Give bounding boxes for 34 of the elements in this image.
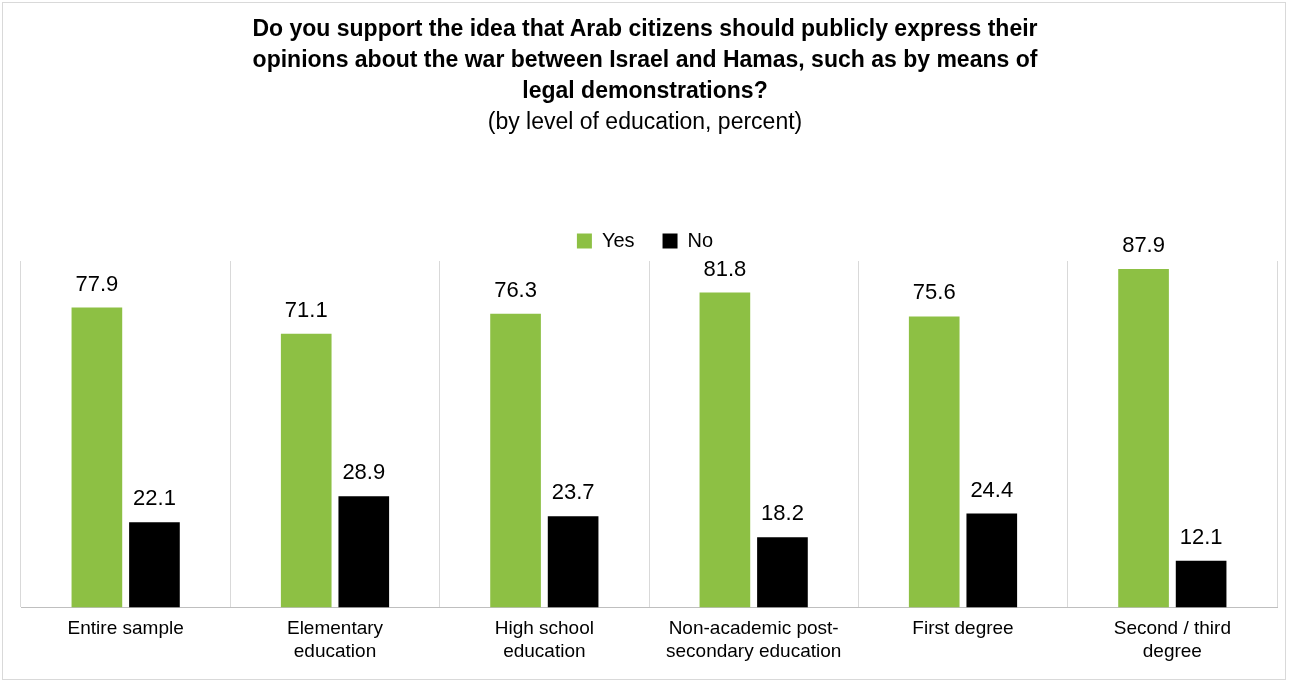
x-tick-label: High school education <box>494 617 594 661</box>
bar <box>338 496 390 608</box>
bar <box>1175 560 1227 608</box>
bar <box>966 513 1018 608</box>
data-label: 12.1 <box>1179 523 1223 549</box>
legend-label: Yes <box>601 228 635 251</box>
bar <box>757 537 808 608</box>
data-label: 76.3 <box>494 276 537 302</box>
data-label: 77.9 <box>75 270 119 296</box>
data-label: 23.7 <box>551 479 595 505</box>
bar <box>71 307 123 608</box>
data-label: 87.9 <box>1122 232 1165 258</box>
data-label: 22.1 <box>133 485 176 511</box>
chart-subtitle: (by level of education, percent) <box>486 107 804 136</box>
legend-label: No <box>687 228 714 251</box>
bar <box>490 313 541 608</box>
data-label: 75.6 <box>912 279 956 305</box>
bar <box>1118 269 1169 608</box>
data-label: 24.4 <box>970 476 1014 502</box>
data-label: 81.8 <box>703 255 747 281</box>
data-label: 28.9 <box>342 459 386 485</box>
bar <box>908 316 960 608</box>
x-tick-label: Second / third degree <box>1113 617 1231 661</box>
data-label: 71.1 <box>284 296 328 322</box>
x-tick-label: Non-academic post-secondary education <box>665 617 842 661</box>
x-tick-label: First degree <box>912 617 1014 639</box>
x-tick-label: Entire sample <box>67 617 184 639</box>
chart-title: Do you support the idea that Arab citizens should publicly express their opinions about the war between Israel and Hamas, such as by means of legal demonstrations? <box>251 14 1039 105</box>
bar <box>699 292 751 608</box>
bar <box>547 516 599 608</box>
x-tick-label: Elementary education <box>286 617 384 661</box>
data-label: 18.2 <box>761 500 804 526</box>
bar <box>280 333 332 608</box>
bar <box>129 522 180 608</box>
